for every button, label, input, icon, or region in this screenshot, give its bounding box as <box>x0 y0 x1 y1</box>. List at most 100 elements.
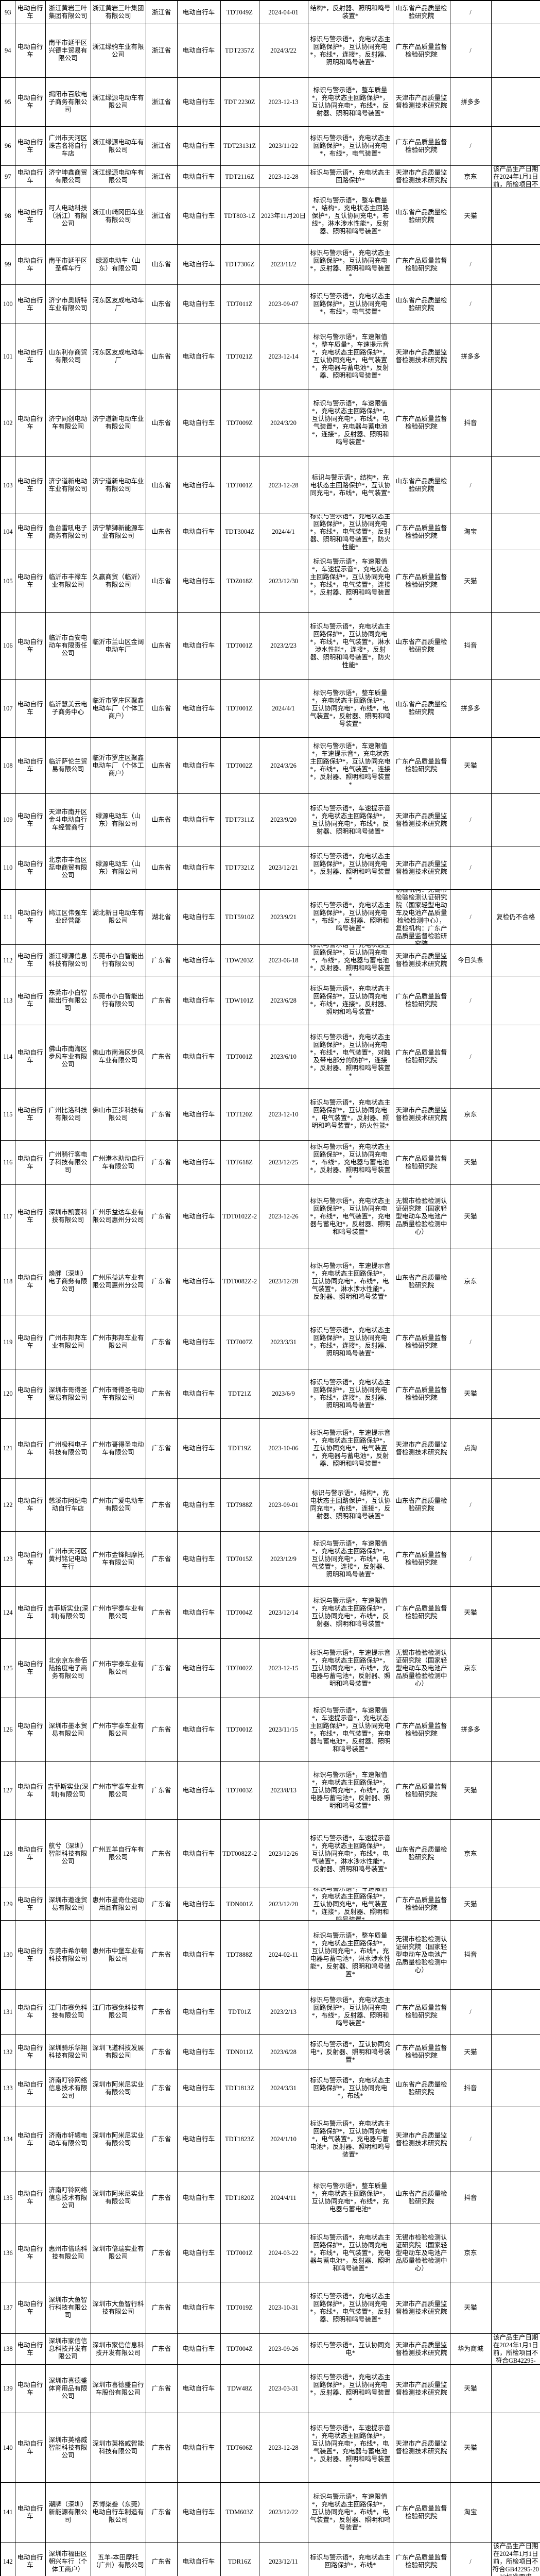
production-date-text: 2023-12-28 <box>268 481 299 489</box>
row-number: 117 <box>0 1184 15 1248</box>
product-category: 电动自行车 <box>14 126 46 166</box>
inspection-agency: 广东产品质量监督检验研究院 <box>392 1698 450 1762</box>
row-number: 109 <box>0 793 15 846</box>
table-row: 138 电动自行车 深圳市家信信息科技开发有限公司 深圳市家信信息科技开发有限公司 广东… <box>0 2333 540 2365</box>
failed-items: 标识与警示语*，车速限值*，充电状态主回路保护*，互认协同充电*，布线*，反射器… <box>307 1586 393 1639</box>
inspection-agency: 广东产品质量监督检验研究院 <box>392 1586 450 1639</box>
sales-channel: / <box>449 1025 492 1089</box>
remark <box>491 846 540 890</box>
product-name: 电动自行车 <box>177 2282 221 2334</box>
product-name-text: 电动自行车 <box>182 1850 215 1857</box>
sales-channel-text: 抖音 <box>464 1951 477 1958</box>
seller-name-text: 济南市轩辕电动车有限公司 <box>48 2131 88 2147</box>
sales-channel: 拼多多 <box>449 324 492 389</box>
product-category: 电动自行车 <box>14 1698 46 1762</box>
row-number-text: 135 <box>3 2194 13 2201</box>
remark <box>491 2482 540 2543</box>
model-number: TDT002Z <box>220 737 259 794</box>
failed-items-text: 标识与警示语*，充电状态主回路保护*，互认协同充电*，布线*，电气装置*，对触及… <box>310 1033 391 1079</box>
seller-name: 鱼台雷吼电子商务有限公司 <box>45 514 91 550</box>
province: 广东省 <box>145 1369 178 1419</box>
failed-items-text: 标识与警示语*，充电状态主回路保护*，互认协同充电*，布线*，充电器与蓄电池*，… <box>310 1143 391 1181</box>
sales-channel: / <box>449 1315 492 1369</box>
product-category-text: 电动自行车 <box>17 2004 43 2019</box>
production-date-text: 2024/1/10 <box>270 2136 297 2143</box>
product-category: 电动自行车 <box>14 1418 46 1479</box>
manufacturer-name: 深圳市英格威智能科技有限公司 <box>90 2413 146 2483</box>
table-row: 117 电动自行车 深圳市凯宴科技有限公司 广州乐益达车业有限公司惠州分公司 广东省 电动… <box>0 1184 540 1248</box>
sales-channel: 华为商城 <box>449 2333 492 2365</box>
production-date-text: 2024-04-01 <box>268 8 299 16</box>
model-number: TDT0102Z-2 <box>220 1184 259 1248</box>
manufacturer-name-text: 广州市广爱电动车有限公司 <box>92 1497 144 1512</box>
inspection-agency: 山东省产品质量检验研究院 <box>392 284 450 324</box>
remark <box>491 456 540 514</box>
production-date: 2024-03-22 <box>258 2224 308 2282</box>
seller-name-text: 济南叮铃网络信息技术有限公司 <box>48 2186 88 2209</box>
product-name-text: 电动自行车 <box>182 300 215 308</box>
seller-name-text: 山东利存商贸有限公司 <box>48 349 88 364</box>
product-category-text: 电动自行车 <box>17 1783 43 1798</box>
remark-text <box>492 847 540 889</box>
production-date: 2023/12/11 <box>258 2542 308 2576</box>
seller-name: 深圳市凯宴科技有限公司 <box>45 1184 91 1248</box>
product-name-text: 电动自行车 <box>182 1501 215 1509</box>
inspection-agency: 天津市产品质量监督检测技术研究院 <box>392 2282 450 2334</box>
production-date-text: 2023-10-31 <box>268 2304 299 2311</box>
sales-channel: 抖音 <box>449 2070 492 2107</box>
remark <box>491 1531 540 1587</box>
failed-items-text: 标识与警示语*，结构*，充电状态主回路保护*，互认协同充电*，布线*，电气装置* <box>310 473 391 497</box>
product-category: 电动自行车 <box>14 1315 46 1369</box>
row-number-text: 141 <box>3 2509 13 2516</box>
failed-items: 标识与警示语*，车速限值*，充电状态主回路保护*，互认协同充电*，布线*，电气装… <box>307 389 393 457</box>
sales-channel-text: 天猫 <box>464 1159 477 1166</box>
sales-channel-text: / <box>469 1555 472 1563</box>
model-number: TDW203Z <box>220 944 259 976</box>
failed-items: 标识与警示语*，车速提示音*，充电状态主回路保护*，互认协同充电*，布线*，电气… <box>307 1248 393 1315</box>
inspection-agency-text: 广东产品质量监督检验研究院 <box>395 2044 447 2059</box>
production-date: 2024/4/11 <box>258 2172 308 2224</box>
inspection-agency-text: 山东省产品质量检验研究院 <box>395 296 447 312</box>
manufacturer-name-text: 东莞市小白智能出行有限公司 <box>92 953 144 968</box>
inspection-agency-text: 广东产品质量监督检验研究院 <box>395 1334 447 1349</box>
production-date-text: 2024/3/20 <box>270 419 297 427</box>
seller-name: 临沂市百安电动车有限责任公司 <box>45 612 91 680</box>
model-number: TDT002Z <box>220 1638 259 1698</box>
inspection-agency-text: 山东省产品质量检验研究院 <box>395 478 447 493</box>
model-number-text: TDT120Z <box>227 1110 253 1118</box>
model-number: TDN001Z <box>220 1888 259 1921</box>
sales-channel-text: 抖音 <box>464 642 477 649</box>
inspection-agency-text: 山东省产品质量检验研究院 <box>395 1497 447 1512</box>
province-text: 湖北省 <box>151 913 171 921</box>
province: 山东省 <box>145 737 178 794</box>
table-row: 141 电动自行车 潮牌（深圳）新能源有限公司 苏博柒叁（东莞）电动自行车制造有限公司… <box>0 2482 540 2543</box>
inspection-agency: 初检机构：无锡市检验检测认证研究院（国家轻型电动车及电池产品质量检验检测中心），… <box>392 889 450 945</box>
seller-name-text: 浙江绿源信息科技有限公司 <box>48 953 88 968</box>
production-date-text: 2023/12/14 <box>269 1608 298 1616</box>
inspection-agency-text: 天津市产品质量监督检测技术研究院 <box>395 2300 447 2315</box>
production-date-text: 2023-12-10 <box>268 1110 299 1118</box>
province-text: 广东省 <box>151 1338 171 1346</box>
model-number: TDT19Z <box>220 1418 259 1479</box>
product-category-text: 电动自行车 <box>17 758 43 773</box>
production-date: 2023/11/22 <box>258 126 308 166</box>
production-date-text: 2023/6/9 <box>272 1390 295 1397</box>
sales-channel-text: 抖音 <box>464 2194 477 2201</box>
province-text: 广东省 <box>151 1951 171 1958</box>
remark-text: 该产品生产日期在2024年1月1日前，所检项目不符合GB42295-2022标准… <box>492 2543 539 2576</box>
remark-text <box>492 1026 540 1088</box>
inspection-agency: 山东省产品质量检验研究院 <box>392 188 450 245</box>
manufacturer-name: 浙江绿源电动车有限公司 <box>90 77 146 127</box>
product-category: 电动自行车 <box>14 1761 46 1820</box>
manufacturer-name: 惠州市星奇仕运动用品有限公司 <box>90 1888 146 1921</box>
row-number-text: 97 <box>5 173 11 180</box>
product-category: 电动自行车 <box>14 2542 46 2576</box>
failed-items-text: 标识与警示语*，充电状态主回路保护*，互认协同充电*，反射器、照明和鸣号装置* <box>310 2373 391 2404</box>
production-date-text: 2023-12-15 <box>268 1664 299 1672</box>
failed-items-text: 标识与警示语*，充电状态主回路保护*，互认协同充电*，布线*，反射器、照明和鸣号… <box>310 902 391 932</box>
sales-channel: 天猫 <box>449 188 492 245</box>
failed-items: 标识与警示语*，充电状态主回路保护*，互认协同充电*，布线*，连接*，反射器、照… <box>307 976 393 1025</box>
inspection-agency-text: 天津市产品质量监督检测技术研究院 <box>395 1440 447 1456</box>
remark <box>491 1369 540 1419</box>
remark <box>491 1698 540 1762</box>
